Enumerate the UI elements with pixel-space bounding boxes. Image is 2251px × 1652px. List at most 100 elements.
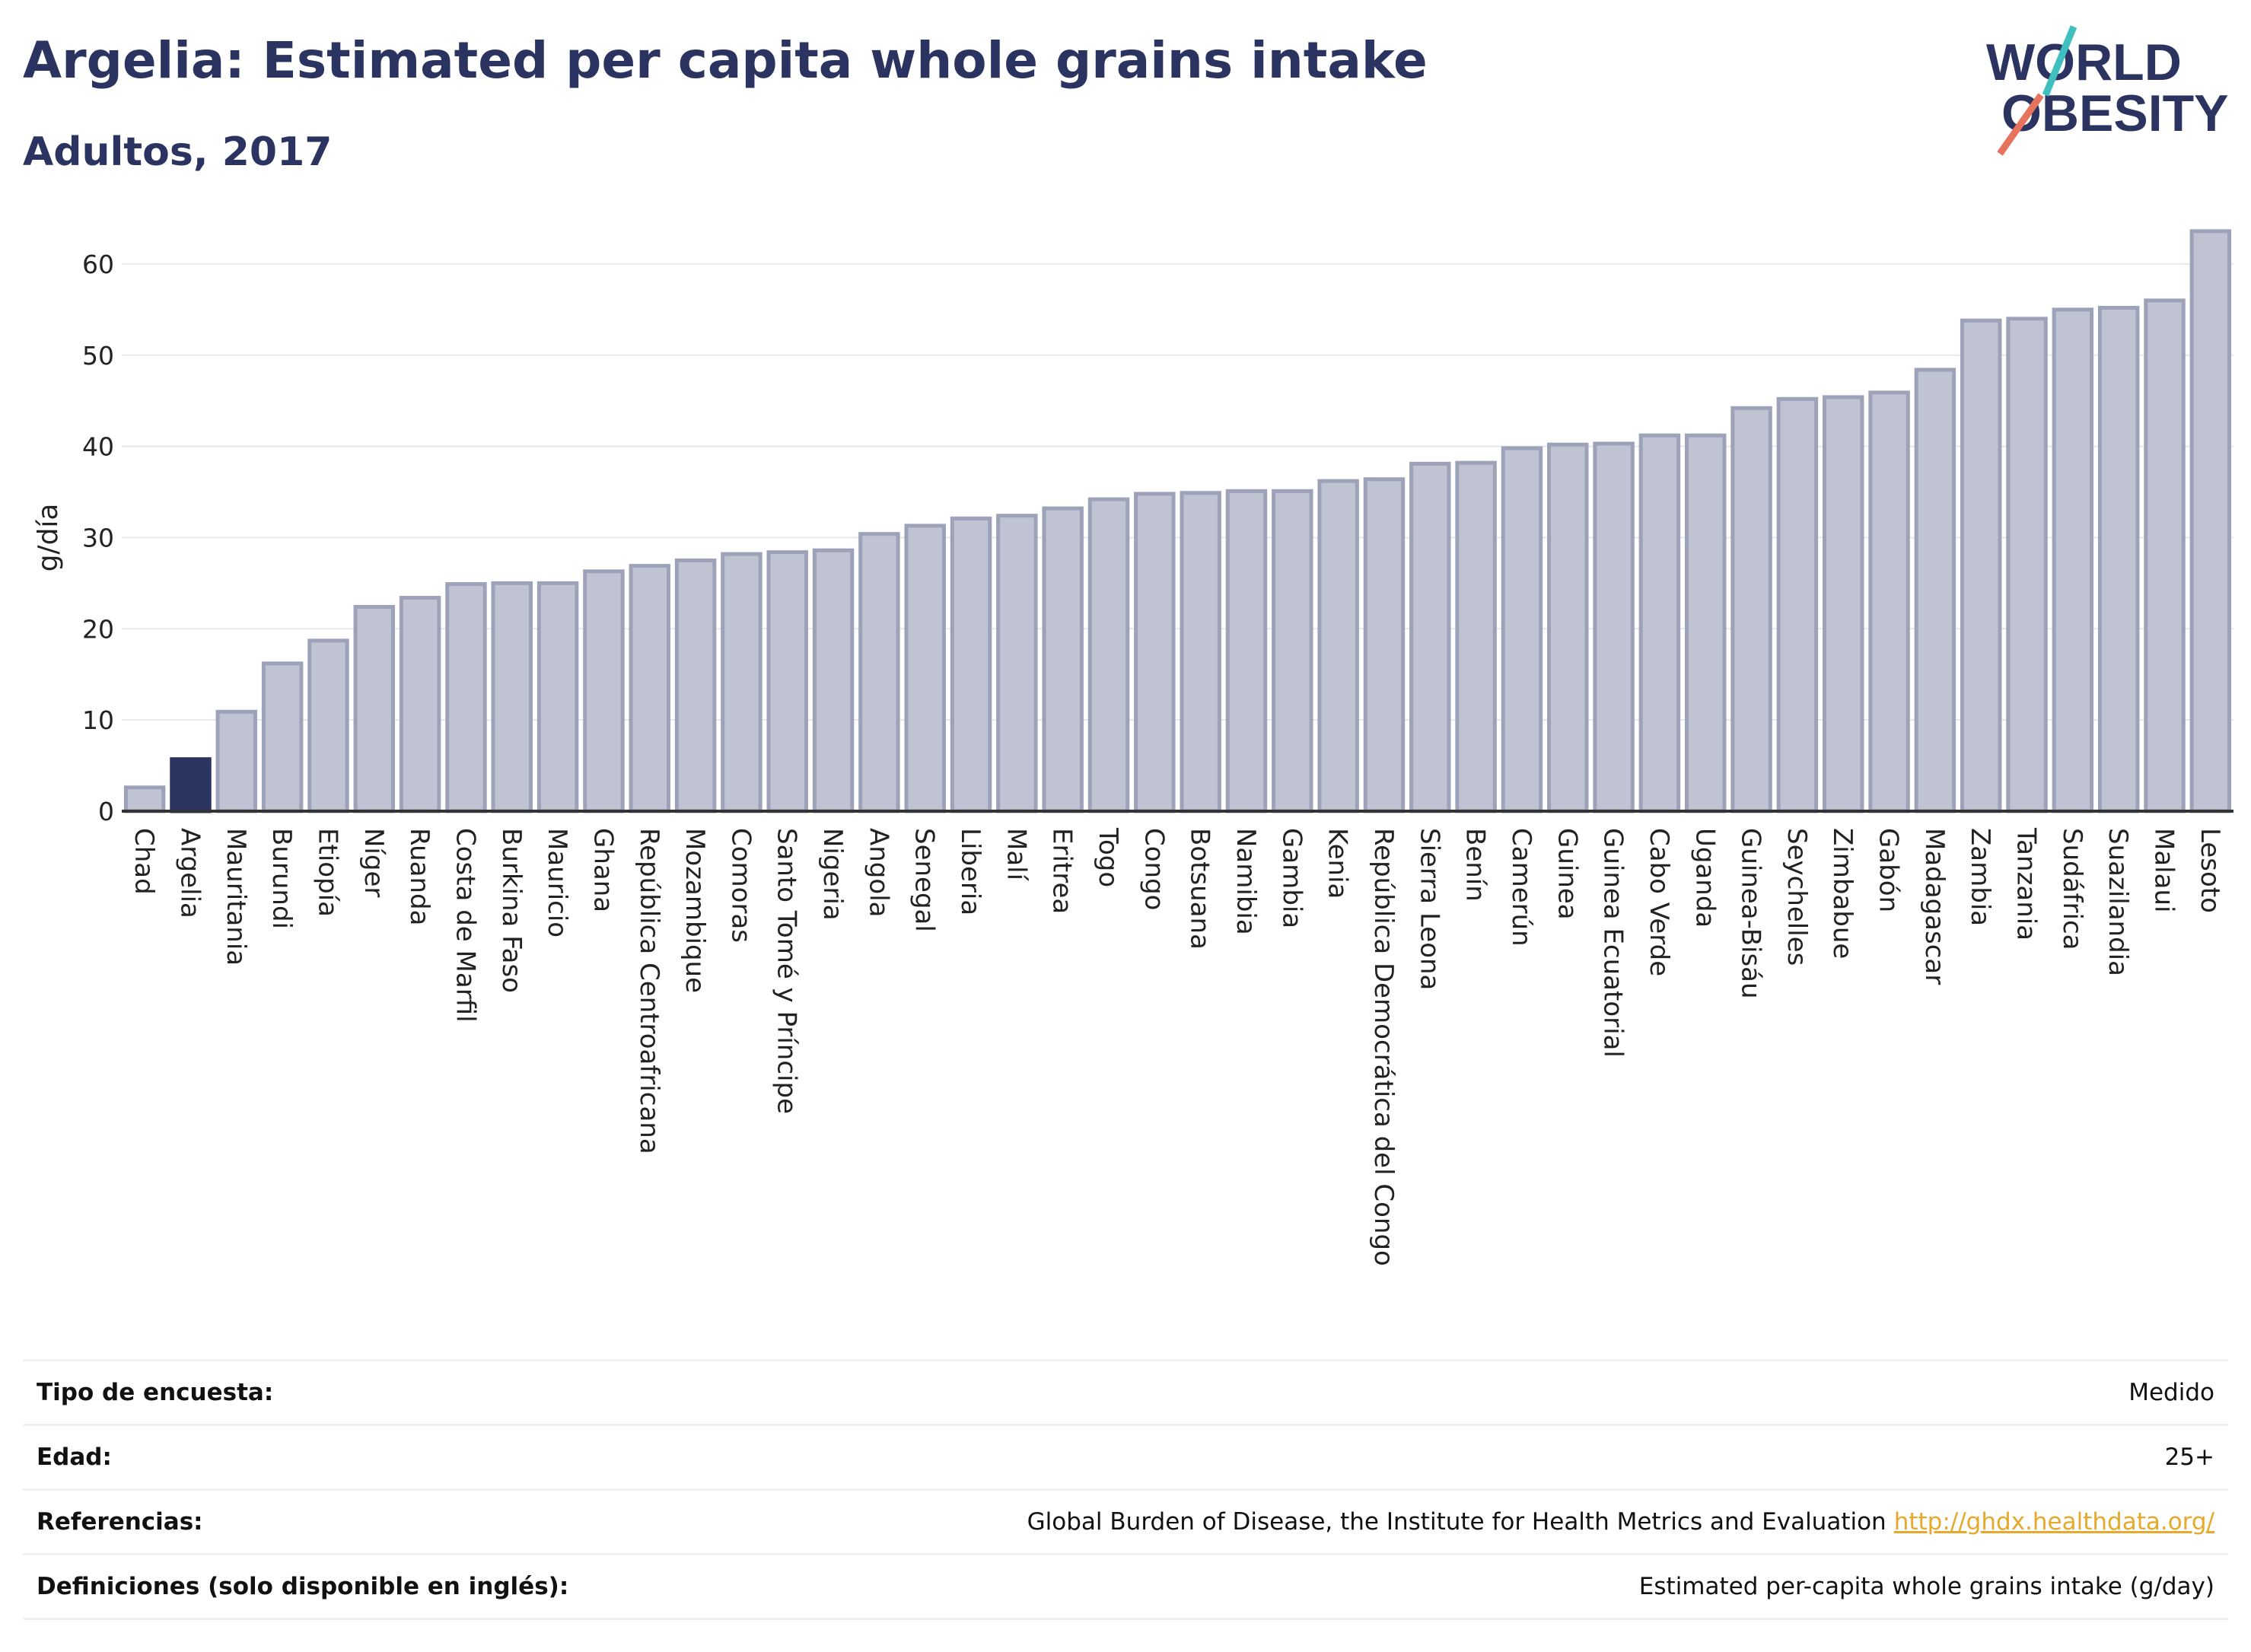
bar-ruanda (399, 596, 441, 813)
bar-mauricio (536, 581, 579, 813)
x-tick-labels: Chad Argelia Mauritania Burundi Etiopía Níger… (129, 827, 2225, 1266)
x-tick-label: Santo Tomé y Príncipe (772, 828, 802, 1114)
x-tick-label: Ruanda (404, 828, 435, 925)
bar-guinea-ecuatorial (1593, 441, 1635, 813)
x-tick-label: Togo (1093, 827, 1123, 887)
x-tick-label: Comoras (725, 828, 756, 943)
bar-rep-blica-democr-tica-del-congo (1363, 477, 1406, 813)
bar-mozambique (674, 558, 717, 813)
bar-n-ger (353, 605, 396, 813)
info-row-definitions: Definiciones (solo disponible en inglés)… (23, 1553, 2228, 1620)
x-tick-label: Suazilandia (2103, 828, 2133, 976)
y-tick-label: 10 (82, 705, 114, 735)
x-tick-label: Nigeria (817, 828, 848, 921)
info-value: 25+ (2164, 1444, 2214, 1471)
bar-gab-n (1868, 390, 1910, 813)
info-value: Estimated per-capita whole grains intake… (1638, 1573, 2214, 1600)
bar-burundi (261, 661, 304, 813)
x-tick-label: Madagascar (1919, 828, 1950, 985)
x-tick-label: Guinea Ecuatorial (1598, 828, 1629, 1058)
bar-congo (1134, 492, 1176, 813)
x-tick-label: Namibia (1231, 828, 1261, 935)
y-tick-label: 20 (82, 614, 114, 644)
bar-etiop-a (307, 638, 349, 813)
y-tick-labels: 0 10 20 30 40 50 60 (82, 250, 114, 826)
bar-camer-n (1501, 446, 1543, 813)
x-tick-label: Guinea-Bisáu (1736, 828, 1766, 999)
x-tick-label: Chad (129, 828, 159, 895)
y-tick-label: 0 (98, 797, 114, 826)
x-tick-label: Tanzania (2011, 827, 2042, 941)
y-tick-label: 40 (82, 432, 114, 462)
bar-uganda (1685, 433, 1727, 813)
bar-mauritania (215, 709, 258, 813)
bar-argelia (170, 757, 212, 813)
x-tick-label: Cabo Verde (1644, 828, 1674, 976)
info-label: Edad: (37, 1444, 112, 1471)
x-tick-label: Angola (863, 828, 893, 917)
bar-mal- (996, 514, 1038, 813)
x-tick-label: Malí (1001, 828, 1031, 882)
bar-guinea-bis-u (1730, 406, 1772, 813)
bar-nigeria (812, 548, 855, 813)
bar-seychelles (1776, 396, 1819, 813)
x-tick-label: Liberia (955, 828, 985, 915)
bar-rep-blica-centroafricana (629, 564, 670, 813)
x-tick-label: Eritrea (1047, 828, 1078, 914)
x-tick-label: Guinea (1552, 828, 1582, 920)
bar-zimbabue (1822, 395, 1864, 813)
bar-ghana (583, 569, 625, 813)
bar-ben-n (1455, 460, 1497, 813)
bar-namibia (1225, 489, 1268, 813)
x-tick-label: Burkina Faso (496, 828, 527, 993)
x-tick-label: Sierra Leona (1414, 828, 1444, 990)
bar-guinea (1547, 442, 1589, 813)
x-tick-label: República Centroafricana (634, 828, 664, 1154)
x-tick-label: Uganda (1689, 828, 1720, 928)
reference-link[interactable]: http://ghdx.healthdata.org/ (1893, 1508, 2214, 1536)
bar-santo-tom-y-pr-ncipe (766, 550, 808, 813)
x-tick-label: República Democrática del Congo (1368, 828, 1399, 1266)
x-tick-label: Níger (358, 828, 389, 897)
x-tick-label: Kenia (1323, 828, 1353, 899)
y-tick-label: 30 (82, 523, 114, 552)
logo-slash-teal (2042, 25, 2077, 97)
x-tick-label: Sudáfrica (2057, 828, 2087, 950)
x-tick-label: Gabón (1874, 828, 1904, 912)
bar-burkina-faso (491, 581, 533, 813)
world-obesity-logo[interactable]: WORLD OBESITY (1979, 23, 2237, 160)
bar-togo (1087, 497, 1130, 813)
x-tick-label: Lesoto (2195, 828, 2225, 913)
info-label: Tipo de encuesta: (37, 1379, 274, 1406)
x-tick-label: Mauricio (542, 828, 572, 937)
x-tick-label: Mauritania (221, 828, 251, 966)
bar-gambia (1272, 489, 1313, 813)
bar-madagascar (1914, 368, 1956, 813)
bar-chad (123, 785, 166, 813)
logo-slash-coral (1997, 93, 2044, 156)
bar-botsuana (1180, 491, 1221, 813)
bar-kenia (1317, 479, 1359, 813)
info-value: Medido (2128, 1379, 2214, 1406)
info-table: Tipo de encuesta: Medido Edad: 25+ Refer… (23, 1359, 2228, 1620)
x-tick-label: Argelia (174, 828, 205, 918)
x-tick-label: Senegal (909, 828, 940, 932)
reference-text: Global Burden of Disease, the Institute … (1027, 1508, 1886, 1536)
chart-subtitle: Adultos, 2017 (23, 129, 333, 175)
bar-chart: 0 10 20 30 40 50 60 Chad Argelia Mauritania Burun… (33, 229, 2233, 1266)
bar-layer (123, 229, 2232, 813)
bar-senegal (904, 524, 946, 813)
x-tick-label: Gambia (1276, 828, 1307, 928)
info-label: Definiciones (solo disponible en inglés)… (37, 1573, 569, 1600)
y-axis-label: g/día (33, 504, 64, 572)
bar-angola (858, 532, 900, 813)
x-tick-label: Mozambique (680, 828, 710, 993)
x-tick-label: Burundi (266, 828, 297, 929)
x-tick-label: Costa de Marfil (450, 828, 480, 1023)
bar-cabo-verde (1638, 433, 1681, 813)
info-label: Referencias: (37, 1508, 203, 1536)
x-tick-label: Botsuana (1185, 828, 1215, 950)
bar-malaui (2144, 298, 2186, 813)
x-tick-label: Camerún (1506, 828, 1536, 947)
bar-lesoto (2189, 229, 2232, 813)
